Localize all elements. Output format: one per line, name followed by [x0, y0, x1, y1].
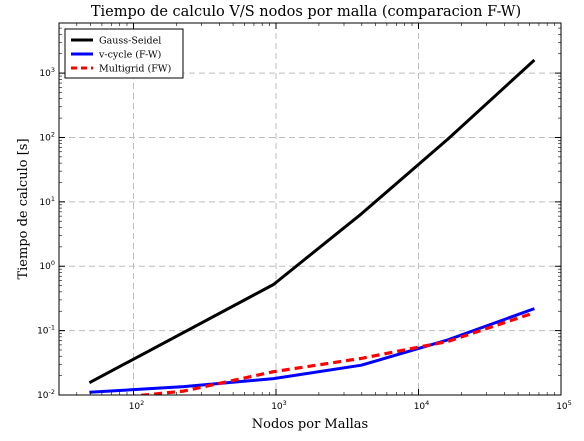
plot-frame — [58, 22, 562, 396]
series-line-1 — [89, 307, 535, 394]
chart-title: Tiempo de calculo V/S nodos por malla (c… — [91, 4, 521, 20]
legend-label: v-cycle (F-W) — [98, 50, 161, 61]
series-layer — [88, 58, 536, 395]
y-axis-label: Tiempo de calculo [s] — [16, 138, 31, 279]
grid — [59, 23, 561, 395]
x-tick-label: 103 — [271, 399, 287, 412]
y-tick-label: 100 — [39, 259, 55, 272]
y-tick-label: 103 — [39, 66, 55, 79]
x-tick-label: 105 — [556, 399, 572, 412]
tick-labels: 102 103 104 105 10-2 10-1 100 101 102 103 — [37, 66, 572, 412]
legend: Gauss-Seidel v-cycle (F-W) Multigrid (FW) — [64, 28, 184, 79]
x-axis-label: Nodos por Mallas — [252, 417, 368, 432]
legend-label: Gauss-Seidel — [99, 36, 161, 47]
x-tick-label: 102 — [129, 399, 145, 412]
y-tick-label: 102 — [39, 130, 55, 143]
series-line-0 — [88, 58, 536, 385]
ticks — [59, 23, 562, 396]
y-tick-label: 10-2 — [37, 388, 55, 401]
y-tick-label: 10-1 — [37, 324, 55, 337]
y-tick-label: 101 — [39, 195, 55, 208]
legend-label: Multigrid (FW) — [99, 64, 171, 75]
series-line-2 — [128, 311, 535, 395]
x-tick-label: 104 — [414, 399, 430, 412]
